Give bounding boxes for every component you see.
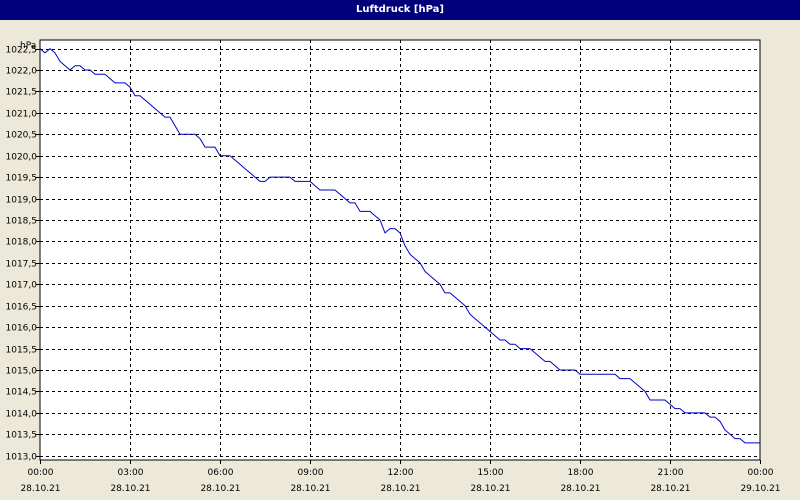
y-tick-label: 1019,0 — [6, 196, 38, 206]
y-tick-label: 1017,0 — [6, 281, 38, 291]
series-layer — [39, 48, 760, 444]
y-tick-label: 1019,5 — [6, 174, 38, 184]
x-tick-date-label: 28.10.21 — [650, 484, 690, 494]
x-tick-date-label: 28.10.21 — [290, 484, 330, 494]
y-axis-unit-label: hPa — [20, 41, 36, 51]
y-tick-label: 1016,5 — [6, 303, 38, 313]
y-tick-label: 1016,0 — [6, 324, 38, 334]
y-tick-label: 1013,5 — [6, 431, 38, 441]
x-tick-date-label: 28.10.21 — [560, 484, 600, 494]
x-axis-ticks: 00:00 28.10.21 03:00 28.10.21 06:00 28.10.21 0… — [20, 460, 781, 494]
x-tick-date-label: 28.10.21 — [110, 484, 150, 494]
series-line-0 — [39, 48, 760, 444]
y-tick-label: 1018,5 — [6, 217, 38, 227]
y-tick-label: 1013,0 — [6, 453, 38, 463]
y-tick-label: 1018,0 — [6, 238, 38, 248]
x-tick-date-label: 29.10.21 — [740, 484, 780, 494]
y-tick-label: 1021,0 — [6, 110, 38, 120]
y-tick-label: 1014,0 — [6, 410, 38, 420]
y-tick-label: 1017,5 — [6, 260, 38, 270]
x-tick-time-label: 06:00 — [208, 468, 234, 478]
chart-title: Luftdruck [hPa] — [0, 0, 800, 20]
x-tick-time-label: 00:00 — [748, 468, 774, 478]
y-tick-label: 1015,5 — [6, 346, 38, 356]
x-tick-time-label: 15:00 — [478, 468, 504, 478]
y-tick-label: 1014,5 — [6, 388, 38, 398]
x-tick-date-label: 28.10.21 — [470, 484, 510, 494]
x-tick-time-label: 21:00 — [658, 468, 684, 478]
y-tick-label: 1021,5 — [6, 88, 38, 98]
y-tick-label: 1020,5 — [6, 131, 38, 141]
y-axis-ticks: 1013,0 1013,5 1014,0 1014,5 1015,0 1015,5 1016… — [6, 46, 40, 463]
y-tick-label: 1020,0 — [6, 153, 38, 163]
x-tick-time-label: 12:00 — [388, 468, 414, 478]
y-tick-label: 1015,0 — [6, 367, 38, 377]
x-tick-date-label: 28.10.21 — [380, 484, 420, 494]
x-tick-date-label: 28.10.21 — [20, 484, 60, 494]
grid — [40, 40, 760, 460]
x-tick-time-label: 03:00 — [118, 468, 144, 478]
y-tick-label: 1022,0 — [6, 67, 38, 77]
y-tick-label: 1022,5 — [6, 46, 38, 56]
x-tick-time-label: 18:00 — [568, 468, 594, 478]
x-tick-time-label: 00:00 — [28, 468, 54, 478]
x-tick-date-label: 28.10.21 — [200, 484, 240, 494]
x-tick-time-label: 09:00 — [298, 468, 324, 478]
